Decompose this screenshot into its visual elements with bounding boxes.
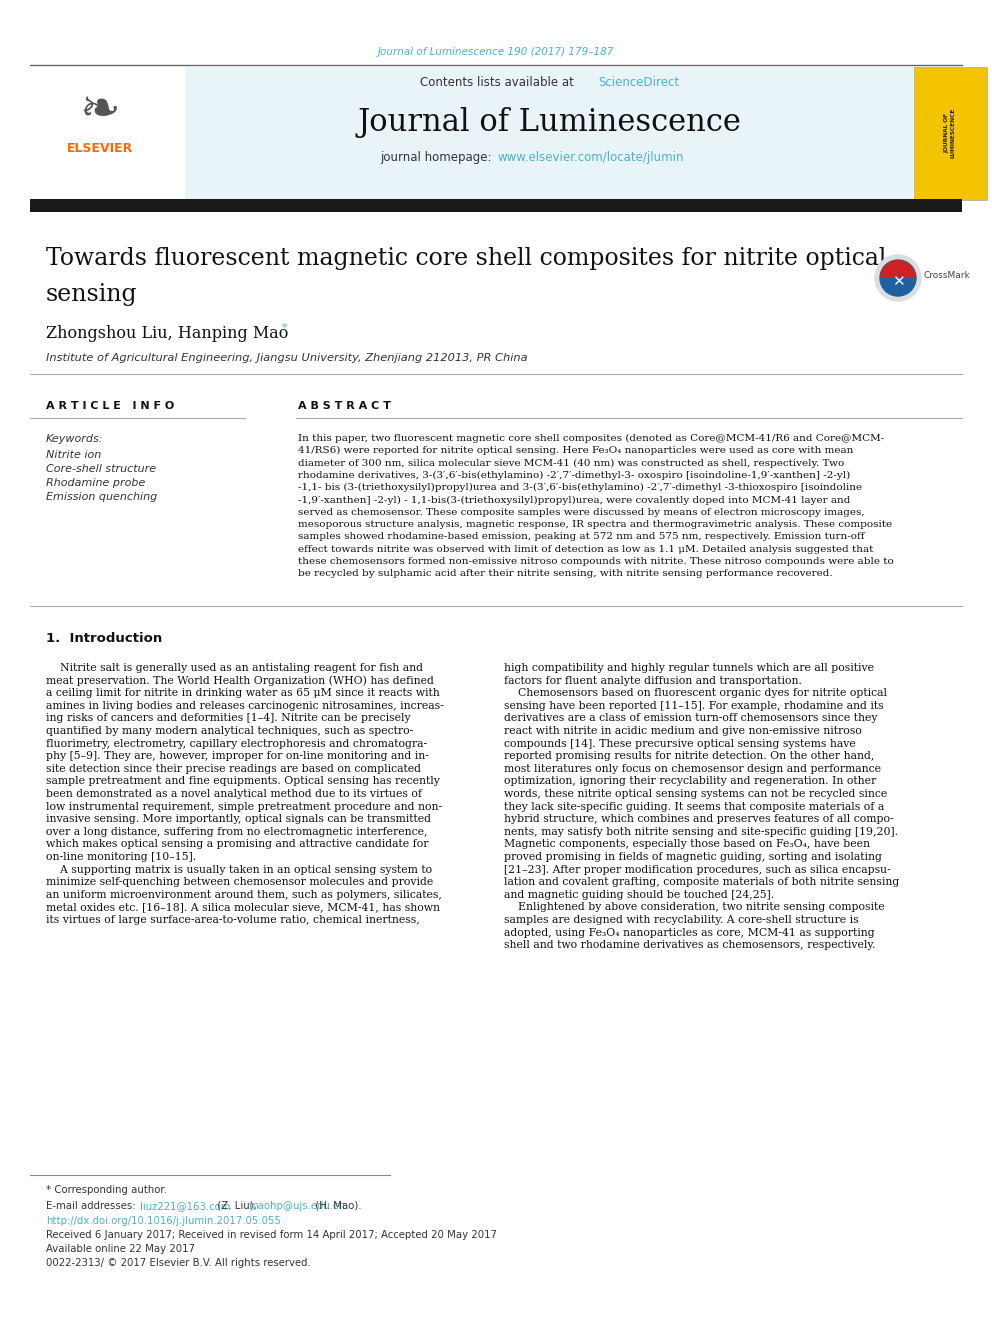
Text: high compatibility and highly regular tunnels which are all positive: high compatibility and highly regular tu… bbox=[504, 663, 874, 673]
Text: E-mail addresses:: E-mail addresses: bbox=[46, 1201, 139, 1211]
Text: * Corresponding author.: * Corresponding author. bbox=[46, 1185, 167, 1195]
Circle shape bbox=[875, 255, 921, 302]
Text: http://dx.doi.org/10.1016/j.jlumin.2017.05.055: http://dx.doi.org/10.1016/j.jlumin.2017.… bbox=[46, 1216, 281, 1226]
Bar bbox=[185, 67, 913, 200]
Text: Available online 22 May 2017: Available online 22 May 2017 bbox=[46, 1244, 195, 1254]
Text: been demonstrated as a novel analytical method due to its virtues of: been demonstrated as a novel analytical … bbox=[46, 789, 422, 799]
Text: samples showed rhodamine-based emission, peaking at 572 nm and 575 nm, respectiv: samples showed rhodamine-based emission,… bbox=[298, 532, 864, 541]
Text: minimize self-quenching between chemosensor molecules and provide: minimize self-quenching between chemosen… bbox=[46, 877, 434, 888]
Text: Received 6 January 2017; Received in revised form 14 April 2017; Accepted 20 May: Received 6 January 2017; Received in rev… bbox=[46, 1230, 497, 1240]
Text: ScienceDirect: ScienceDirect bbox=[598, 77, 680, 90]
Text: (H. Mao).: (H. Mao). bbox=[312, 1201, 362, 1211]
Text: Enlightened by above consideration, two nitrite sensing composite: Enlightened by above consideration, two … bbox=[504, 902, 885, 913]
Text: 0022-2313/ © 2017 Elsevier B.V. All rights reserved.: 0022-2313/ © 2017 Elsevier B.V. All righ… bbox=[46, 1258, 310, 1267]
Text: samples are designed with recyclability. A core-shell structure is: samples are designed with recyclability.… bbox=[504, 916, 859, 925]
Text: JOURNAL OF
LUMINESCENCE: JOURNAL OF LUMINESCENCE bbox=[944, 107, 955, 159]
Text: phy [5–9]. They are, however, improper for on-line monitoring and in-: phy [5–9]. They are, however, improper f… bbox=[46, 751, 429, 761]
Text: invasive sensing. More importantly, optical signals can be transmitted: invasive sensing. More importantly, opti… bbox=[46, 814, 431, 824]
Text: Towards fluorescent magnetic core shell composites for nitrite optical: Towards fluorescent magnetic core shell … bbox=[46, 246, 887, 270]
Text: adopted, using Fe₃O₄ nanoparticles as core, MCM-41 as supporting: adopted, using Fe₃O₄ nanoparticles as co… bbox=[504, 927, 875, 938]
Text: liuz221@163.com: liuz221@163.com bbox=[140, 1201, 230, 1211]
Text: Zhongshou Liu, Hanping Mao: Zhongshou Liu, Hanping Mao bbox=[46, 325, 289, 343]
Text: Journal of Luminescence 190 (2017) 179–187: Journal of Luminescence 190 (2017) 179–1… bbox=[378, 48, 614, 57]
Text: meat preservation. The World Health Organization (WHO) has defined: meat preservation. The World Health Orga… bbox=[46, 676, 434, 687]
Text: metal oxides etc. [16–18]. A silica molecular sieve, MCM-41, has shown: metal oxides etc. [16–18]. A silica mole… bbox=[46, 902, 440, 913]
Bar bbox=[30, 198, 962, 212]
Text: compounds [14]. These precursive optical sensing systems have: compounds [14]. These precursive optical… bbox=[504, 738, 856, 749]
Text: -1,1- bis (3-(triethoxysilyl)propyl)urea and 3-(3′,6′-bis(ethylamino) -2′,7′-dim: -1,1- bis (3-(triethoxysilyl)propyl)urea… bbox=[298, 483, 862, 492]
Text: quantified by many modern analytical techniques, such as spectro-: quantified by many modern analytical tec… bbox=[46, 726, 414, 736]
Text: mesoporous structure analysis, magnetic response, IR spectra and thermogravimetr: mesoporous structure analysis, magnetic … bbox=[298, 520, 892, 529]
Text: CrossMark: CrossMark bbox=[924, 271, 971, 280]
Text: Contents lists available at: Contents lists available at bbox=[420, 77, 577, 90]
Text: diameter of 300 nm, silica molecular sieve MCM-41 (40 nm) was constructed as she: diameter of 300 nm, silica molecular sie… bbox=[298, 459, 844, 468]
Text: be recycled by sulphamic acid after their nitrite sensing, with nitrite sensing : be recycled by sulphamic acid after thei… bbox=[298, 569, 832, 578]
Text: Rhodamine probe: Rhodamine probe bbox=[46, 478, 146, 488]
Text: A B S T R A C T: A B S T R A C T bbox=[298, 401, 391, 411]
Text: served as chemosensor. These composite samples were discussed by means of electr: served as chemosensor. These composite s… bbox=[298, 508, 865, 517]
Text: hybrid structure, which combines and preserves features of all compo-: hybrid structure, which combines and pre… bbox=[504, 814, 894, 824]
Text: Chemosensors based on fluorescent organic dyes for nitrite optical: Chemosensors based on fluorescent organi… bbox=[504, 688, 887, 699]
Text: journal homepage:: journal homepage: bbox=[380, 152, 495, 164]
Text: sample pretreatment and fine equipments. Optical sensing has recently: sample pretreatment and fine equipments.… bbox=[46, 777, 439, 786]
Text: rhodamine derivatives, 3-(3′,6′-bis(ethylamino) -2′,7′-dimethyl-3- oxospiro [iso: rhodamine derivatives, 3-(3′,6′-bis(ethy… bbox=[298, 471, 850, 480]
Text: A supporting matrix is usually taken in an optical sensing system to: A supporting matrix is usually taken in … bbox=[46, 865, 433, 875]
Text: fluorimetry, electrometry, capillary electrophoresis and chromatogra-: fluorimetry, electrometry, capillary ele… bbox=[46, 738, 428, 749]
Text: shell and two rhodamine derivatives as chemosensors, respectively.: shell and two rhodamine derivatives as c… bbox=[504, 941, 875, 950]
Text: factors for fluent analyte diffusion and transportation.: factors for fluent analyte diffusion and… bbox=[504, 676, 802, 685]
Text: Magnetic components, especially those based on Fe₃O₄, have been: Magnetic components, especially those ba… bbox=[504, 839, 870, 849]
Text: Keywords:: Keywords: bbox=[46, 434, 103, 445]
Text: Journal of Luminescence: Journal of Luminescence bbox=[357, 106, 741, 138]
Text: site detection since their precise readings are based on complicated: site detection since their precise readi… bbox=[46, 763, 421, 774]
Text: A R T I C L E   I N F O: A R T I C L E I N F O bbox=[46, 401, 175, 411]
Text: words, these nitrite optical sensing systems can not be recycled since: words, these nitrite optical sensing sys… bbox=[504, 789, 887, 799]
Text: [21–23]. After proper modification procedures, such as silica encapsu-: [21–23]. After proper modification proce… bbox=[504, 865, 891, 875]
Text: optimization, ignoring their recyclability and regeneration. In other: optimization, ignoring their recyclabili… bbox=[504, 777, 876, 786]
Text: sensing: sensing bbox=[46, 283, 138, 306]
Text: they lack site-specific guiding. It seems that composite materials of a: they lack site-specific guiding. It seem… bbox=[504, 802, 884, 811]
Text: Nitrite salt is generally used as an antistaling reagent for fish and: Nitrite salt is generally used as an ant… bbox=[46, 663, 423, 673]
Text: maohp@ujs.edu.cn: maohp@ujs.edu.cn bbox=[248, 1201, 345, 1211]
Text: In this paper, two fluorescent magnetic core shell composites (denoted as Core@M: In this paper, two fluorescent magnetic … bbox=[298, 434, 884, 443]
Bar bbox=[914, 67, 987, 200]
Text: over a long distance, suffering from no electromagnetic interference,: over a long distance, suffering from no … bbox=[46, 827, 428, 837]
Text: most literatures only focus on chemosensor design and performance: most literatures only focus on chemosens… bbox=[504, 763, 881, 774]
Text: Nitrite ion: Nitrite ion bbox=[46, 450, 101, 460]
Text: which makes optical sensing a promising and attractive candidate for: which makes optical sensing a promising … bbox=[46, 839, 429, 849]
Text: and magnetic guiding should be touched [24,25].: and magnetic guiding should be touched [… bbox=[504, 890, 774, 900]
Text: react with nitrite in acidic medium and give non-emissive nitroso: react with nitrite in acidic medium and … bbox=[504, 726, 862, 736]
Text: Emission quenching: Emission quenching bbox=[46, 492, 158, 501]
Wedge shape bbox=[880, 261, 916, 278]
Text: on-line monitoring [10–15].: on-line monitoring [10–15]. bbox=[46, 852, 196, 863]
Text: nents, may satisfy both nitrite sensing and site-specific guiding [19,20].: nents, may satisfy both nitrite sensing … bbox=[504, 827, 898, 837]
Text: (Z. Liu),: (Z. Liu), bbox=[214, 1201, 257, 1211]
Text: sensing have been reported [11–15]. For example, rhodamine and its: sensing have been reported [11–15]. For … bbox=[504, 701, 884, 710]
Text: ✕: ✕ bbox=[892, 274, 905, 290]
Text: 1.  Introduction: 1. Introduction bbox=[46, 631, 163, 644]
Text: -1,9′-xanthen] -2-yl) - 1,1-bis(3-(triethoxysilyl)propyl)urea, were covalently d: -1,9′-xanthen] -2-yl) - 1,1-bis(3-(triet… bbox=[298, 496, 850, 504]
Text: an uniform microenvironment around them, such as polymers, silicates,: an uniform microenvironment around them,… bbox=[46, 890, 441, 900]
Text: 41/RS6) were reported for nitrite optical sensing. Here Fe₃O₄ nanoparticles were: 41/RS6) were reported for nitrite optica… bbox=[298, 446, 853, 455]
Text: www.elsevier.com/locate/jlumin: www.elsevier.com/locate/jlumin bbox=[497, 152, 683, 164]
Circle shape bbox=[880, 261, 916, 296]
Text: a ceiling limit for nitrite in drinking water as 65 μM since it reacts with: a ceiling limit for nitrite in drinking … bbox=[46, 688, 439, 699]
Text: effect towards nitrite was observed with limit of detection as low as 1.1 μM. De: effect towards nitrite was observed with… bbox=[298, 545, 873, 554]
Text: ❧: ❧ bbox=[79, 86, 120, 134]
Text: proved promising in fields of magnetic guiding, sorting and isolating: proved promising in fields of magnetic g… bbox=[504, 852, 882, 863]
Text: Core-shell structure: Core-shell structure bbox=[46, 464, 156, 474]
Text: lation and covalent grafting, composite materials of both nitrite sensing: lation and covalent grafting, composite … bbox=[504, 877, 900, 888]
Text: these chemosensors formed non-emissive nitroso compounds with nitrite. These nit: these chemosensors formed non-emissive n… bbox=[298, 557, 894, 566]
Text: Institute of Agricultural Engineering, Jiangsu University, Zhenjiang 212013, PR : Institute of Agricultural Engineering, J… bbox=[46, 353, 528, 363]
Text: its virtues of large surface-area-to-volume ratio, chemical inertness,: its virtues of large surface-area-to-vol… bbox=[46, 916, 420, 925]
Text: *: * bbox=[282, 323, 288, 333]
Text: low instrumental requirement, simple pretreatment procedure and non-: low instrumental requirement, simple pre… bbox=[46, 802, 442, 811]
Text: derivatives are a class of emission turn-off chemosensors since they: derivatives are a class of emission turn… bbox=[504, 713, 878, 724]
Text: reported promising results for nitrite detection. On the other hand,: reported promising results for nitrite d… bbox=[504, 751, 874, 761]
Text: ELSEVIER: ELSEVIER bbox=[66, 142, 133, 155]
Text: ing risks of cancers and deformities [1–4]. Nitrite can be precisely: ing risks of cancers and deformities [1–… bbox=[46, 713, 411, 724]
Text: amines in living bodies and releases carcinogenic nitrosamines, increas-: amines in living bodies and releases car… bbox=[46, 701, 443, 710]
